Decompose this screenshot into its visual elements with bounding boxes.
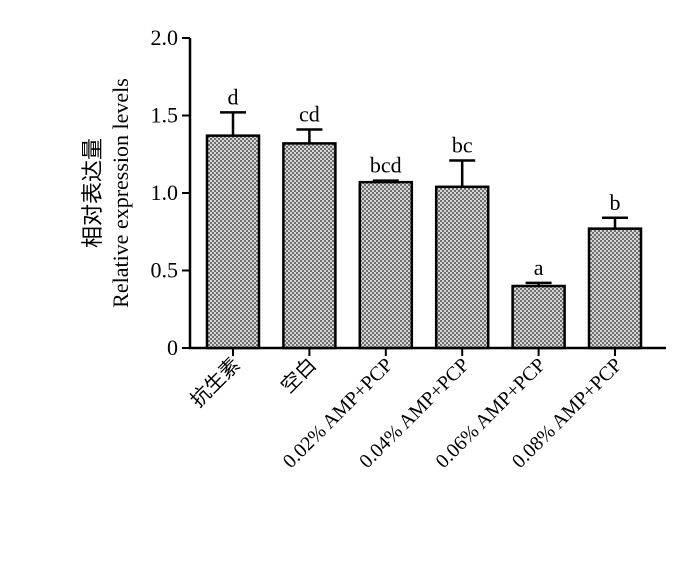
y-tick-label: 1.0 xyxy=(151,180,179,205)
y-tick-label: 2.0 xyxy=(151,25,179,50)
bar xyxy=(511,284,566,350)
bar xyxy=(205,134,261,350)
bar xyxy=(282,142,337,350)
bar xyxy=(434,185,490,350)
significance-label: a xyxy=(534,255,544,280)
y-ticks: 0 0.5 1.0 1.5 2.0 xyxy=(151,25,190,360)
y-tick-label: 1.5 xyxy=(151,103,179,128)
significance-label: cd xyxy=(299,101,320,126)
bar xyxy=(587,227,643,350)
significance-label: bcd xyxy=(370,153,402,178)
significance-label: bc xyxy=(452,132,473,157)
y-axis-title-zh: 相对表达量 xyxy=(80,138,105,248)
significance-label: d xyxy=(228,84,239,109)
bar xyxy=(358,180,414,350)
bars: d cd bcd bc a b xyxy=(205,84,643,350)
x-category-label: 空白 xyxy=(276,353,321,398)
y-axis-title-en: Relative expression levels xyxy=(108,78,133,308)
significance-label: b xyxy=(610,190,621,215)
y-axis-title: 相对表达量 Relative expression levels xyxy=(80,78,133,308)
x-category-label: 抗生素 xyxy=(186,353,245,412)
y-tick-label: 0.5 xyxy=(151,258,179,283)
y-tick-label: 0 xyxy=(167,335,178,360)
